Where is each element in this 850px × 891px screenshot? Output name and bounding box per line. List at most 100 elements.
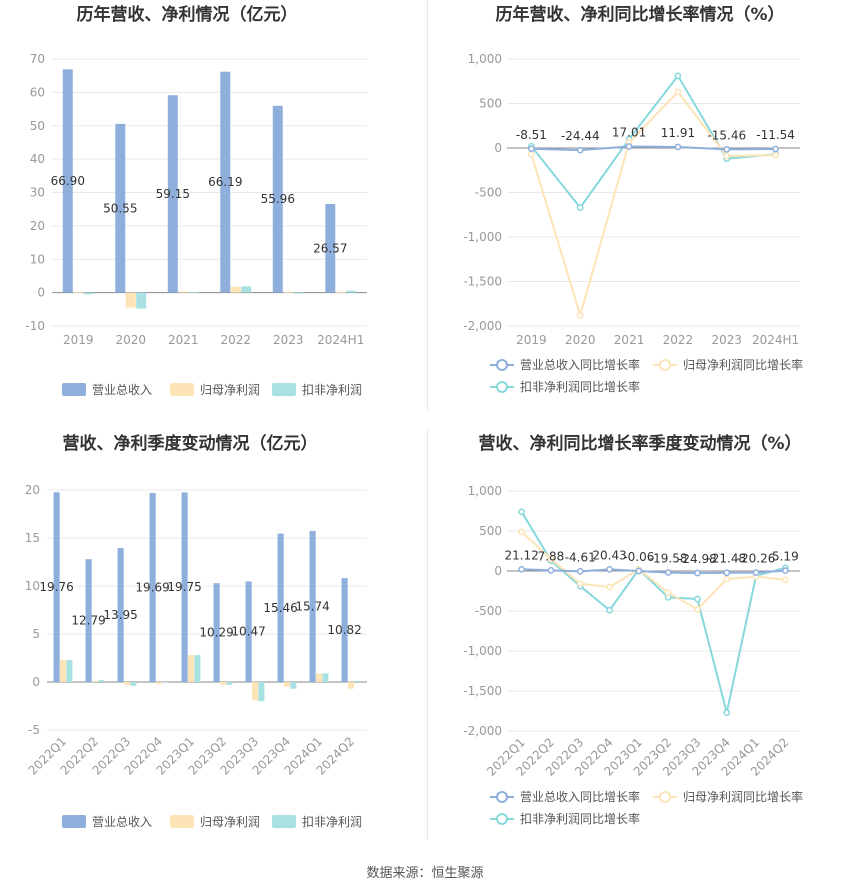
bar-value-label: 50.55 — [103, 201, 137, 215]
point-revenue-growth — [772, 145, 779, 153]
x-tick-label: 2023 — [273, 333, 304, 347]
x-tick-label: 2020 — [115, 333, 146, 347]
bar-deducted-profit — [226, 682, 233, 685]
chart-quarterly-growth-rate-svg: 营收、净利同比增长率季度变动情况（%） -2,000 -1,500 -1,000 -50… — [463, 433, 803, 826]
bar-value-label: 59.15 — [156, 187, 190, 201]
point-revenue-growth — [576, 146, 584, 154]
legend-label: 归母净利润 — [200, 815, 260, 829]
y-tick-label: -1,000 — [463, 230, 502, 244]
chart-annual-revenue-profit: 历年营收、净利情况（亿元） -10 0 10 20 30 40 50 60 70 2019 2020 2… — [0, 0, 425, 415]
point-revenue-growth — [547, 567, 555, 574]
bar-value-label: 10.82 — [327, 623, 361, 637]
chart-title: 营收、净利季度变动情况（亿元） — [63, 433, 318, 454]
bar-deducted-profit — [98, 680, 105, 682]
bar-value-label: 26.57 — [313, 241, 347, 255]
point-deducted-profit-growth — [518, 508, 526, 516]
bar-revenue — [117, 548, 124, 682]
bar-revenue — [167, 95, 178, 293]
point-deducted-profit-growth — [606, 606, 613, 614]
legend-swatch-marker — [659, 359, 671, 371]
line-value-label: 7.88 — [538, 549, 565, 563]
point-revenue-growth — [694, 569, 701, 577]
bar-revenue — [277, 533, 284, 682]
bar-deducted-profit — [194, 655, 201, 682]
line-value-label: -20.26 — [737, 552, 776, 566]
x-tick-label: 2021 — [614, 333, 645, 347]
point-net-profit-growth — [547, 555, 555, 563]
line-value-label: -19.58 — [649, 552, 688, 566]
bar-deducted-profit — [354, 681, 361, 682]
bar-revenue — [220, 71, 231, 293]
y-tick-label: 1,000 — [468, 52, 502, 66]
legend-swatch — [62, 815, 86, 828]
point-revenue-growth — [625, 143, 633, 150]
legend-swatch — [272, 815, 296, 828]
bar-revenue — [85, 559, 92, 682]
y-tick-label: -1,000 — [463, 644, 502, 658]
y-tick-label: -10 — [25, 319, 45, 333]
y-tick-label: -1,500 — [463, 684, 502, 698]
panel-divider-top — [427, 0, 428, 410]
chart-annual-growth-rate: 历年营收、净利同比增长率情况（%） -2,000 -1,500 -1,000 -500 0… — [425, 0, 850, 415]
point-revenue-growth — [528, 145, 535, 153]
bar-revenue — [62, 69, 73, 293]
y-tick-label: -5 — [28, 723, 40, 737]
bar-deducted-profit — [136, 292, 147, 309]
y-tick-label: 5 — [32, 627, 40, 641]
line-value-label: -24.98 — [678, 552, 717, 566]
line-value-label: -4.61 — [565, 550, 596, 564]
y-tick-label: 0 — [37, 286, 45, 300]
chart-annual-revenue-profit-svg: 历年营收、净利情况（亿元） -10 0 10 20 30 40 50 60 70 2019 2020 2… — [25, 4, 367, 397]
chart-title: 历年营收、净利同比增长率情况（%） — [495, 4, 784, 25]
y-tick-label: -500 — [475, 604, 502, 618]
x-tick-label: 2022 — [663, 333, 694, 347]
legend-label: 营业总收入同比增长率 — [520, 357, 640, 372]
bar-value-label: 12.79 — [71, 614, 105, 628]
bar-net-profit — [283, 682, 291, 687]
point-deducted-profit-growth — [694, 595, 701, 603]
bar-value-label: 19.76 — [39, 580, 73, 594]
bar-deducted-profit — [66, 659, 73, 682]
point-net-profit-growth — [674, 88, 682, 96]
bar-value-label: 13.95 — [103, 608, 137, 622]
point-revenue-growth — [606, 566, 613, 573]
bar-revenue — [245, 581, 252, 682]
y-tick-label: 0 — [494, 564, 502, 578]
point-revenue-growth — [674, 143, 682, 151]
y-tick-label: 0 — [32, 675, 40, 689]
bar-revenue — [325, 203, 336, 293]
legend-swatch-marker — [659, 791, 671, 803]
point-net-profit-growth — [664, 589, 672, 596]
y-tick-label: 500 — [479, 97, 502, 111]
bar-net-profit — [230, 286, 241, 293]
y-tick-label: -500 — [475, 186, 502, 200]
legend-label: 扣非净利润同比增长率 — [520, 379, 640, 394]
x-tick-label: 2019 — [516, 333, 547, 347]
point-net-profit-growth — [723, 152, 731, 160]
x-tick-label: 2023 — [711, 333, 742, 347]
bar-deducted-profit — [290, 682, 297, 689]
bar-revenue — [149, 492, 156, 682]
point-deducted-profit-growth — [674, 72, 682, 80]
bar-deducted-profit — [162, 682, 169, 683]
point-net-profit-growth — [518, 528, 526, 536]
bar-net-profit — [315, 673, 323, 682]
legend-label: 营业总收入同比增长率 — [520, 789, 640, 804]
data-source-note: 数据来源：恒生聚源 — [366, 866, 484, 881]
point-net-profit-growth — [723, 575, 731, 583]
bar-revenue — [53, 492, 60, 682]
y-tick-label: 20 — [30, 219, 45, 233]
point-net-profit-growth — [772, 151, 779, 159]
bar-value-label: 10.47 — [231, 625, 265, 639]
point-deducted-profit-growth — [723, 709, 731, 716]
line-revenue-growth — [531, 145, 776, 152]
bar-net-profit — [91, 681, 99, 682]
legend-label: 扣非净利润 — [302, 383, 362, 397]
bar-net-profit — [73, 291, 84, 293]
line-value-label: 11.91 — [661, 126, 695, 140]
bar-revenue — [341, 578, 348, 682]
line-value-label: -15.46 — [707, 128, 746, 142]
y-tick-label: 15 — [25, 531, 40, 545]
y-tick-label: 70 — [30, 52, 45, 66]
legend-label: 扣非净利润 — [302, 815, 362, 829]
